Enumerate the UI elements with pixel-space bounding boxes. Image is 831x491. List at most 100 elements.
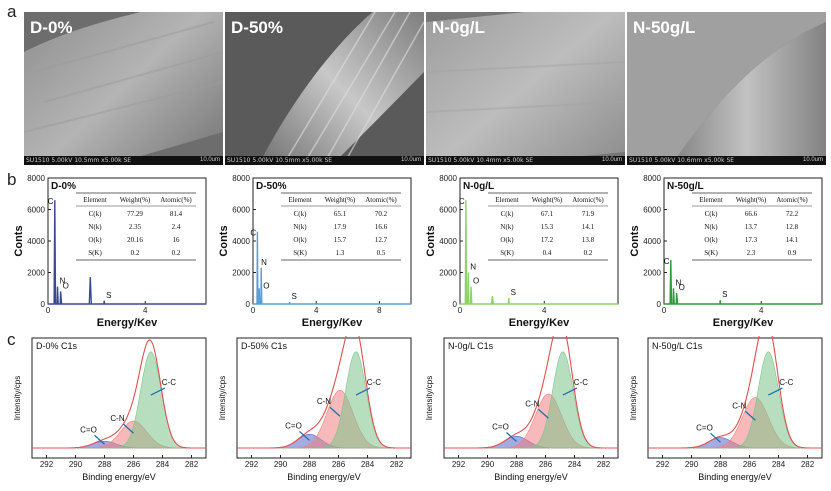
panel-label-c: c (7, 330, 16, 349)
table-cell: 2.3 (747, 249, 756, 257)
table-cell: 12.7 (375, 236, 388, 244)
x-tick-label: 286 (127, 460, 141, 469)
component-peak-c-n (32, 420, 206, 449)
peak-label-o: O (63, 281, 69, 290)
chart-title: D-50% C1s (241, 341, 288, 351)
table-header: Weight(%) (325, 196, 356, 204)
y-tick-label: 0 (41, 300, 46, 309)
component-label: C=O (285, 421, 302, 430)
peak-label-c: C (664, 257, 670, 266)
y-axis-label: Intensity/cps (629, 376, 638, 420)
table-header: Weight(%) (736, 196, 767, 204)
table-cell: 65.1 (334, 210, 347, 218)
x-tick-label: 292 (656, 460, 670, 469)
sem-fiber-texture (627, 12, 826, 165)
sem-footer: SU1510 5.00kV 10.5mm x5.00k SE (227, 157, 333, 164)
table-cell: 15.3 (541, 223, 554, 231)
sem-info-bar (225, 156, 424, 165)
table-cell: 16.6 (375, 223, 388, 231)
envelope-curve (444, 336, 618, 449)
plot-frame (236, 337, 412, 459)
y-tick-label: 2000 (232, 269, 250, 278)
sem-scale: 10.0um (601, 157, 622, 163)
peak-label-s: S (291, 292, 296, 301)
x-tick-label: 284 (772, 460, 786, 469)
table-cell: O(k) (293, 236, 307, 244)
peak-label-s: S (722, 290, 727, 299)
component-arrow (562, 387, 578, 396)
y-tick-label: 4000 (232, 237, 250, 246)
y-tick-label: 4000 (439, 237, 457, 246)
eds-chart-d50: 0 2000 4000 6000 8000 0 4 8 Energy/Kev Conts D-50%… (218, 174, 412, 329)
panel-label-a: a (7, 2, 17, 21)
y-tick-label: 6000 (643, 206, 661, 215)
x-tick-label: 282 (390, 460, 404, 469)
sem-info-bar (627, 156, 826, 165)
x-tick-label: 0 (46, 306, 51, 315)
envelope-curve (32, 339, 206, 449)
y-axis-label: Conts (218, 225, 230, 256)
y-axis-label: Intensity/cps (218, 376, 227, 420)
table-cell: 70.2 (375, 210, 388, 218)
y-tick-label: 6000 (232, 206, 250, 215)
table-cell: 2.35 (129, 223, 142, 231)
x-tick-label: 282 (801, 460, 815, 469)
table-header: Element (699, 196, 722, 204)
table-header: Atomic(%) (572, 196, 604, 204)
table-cell: N(k) (704, 223, 718, 231)
table-cell: 0.2 (172, 249, 181, 257)
envelope-curve (648, 336, 822, 449)
x-tick-label: 288 (510, 460, 524, 469)
x-axis-label: Energy/Kev (713, 317, 774, 329)
table-cell: 15.7 (334, 236, 347, 244)
sem-fiber-texture (426, 12, 625, 165)
sem-label: D-50% (231, 18, 283, 37)
component-arrow (710, 432, 721, 443)
x-tick-label: 0 (662, 306, 667, 315)
sem-label: N-50g/L (633, 18, 696, 37)
x-tick-label: 4 (314, 306, 319, 315)
chart-title: N-0g/L C1s (448, 341, 494, 351)
table-cell: S(K) (704, 249, 718, 257)
component-arrow (150, 387, 166, 396)
x-axis-label: Energy/Kev (97, 317, 158, 329)
sem-image-n50: N-50g/L SU1510 5.00kV 10.6mm x5.00k SE 1… (627, 12, 826, 165)
sem-label: N-0g/L (432, 18, 485, 37)
y-tick-label: 2000 (27, 269, 45, 278)
component-label: C-C (367, 378, 381, 387)
component-label: C-N (317, 397, 331, 406)
table-cell: 13.8 (582, 236, 595, 244)
y-tick-label: 6000 (439, 206, 457, 215)
table-header: Atomic(%) (365, 196, 397, 204)
chart-title: N-0g/L (463, 181, 494, 192)
y-tick-label: 2000 (439, 269, 457, 278)
sem-info-bar (24, 156, 223, 165)
x-tick-label: 288 (98, 460, 112, 469)
component-label: C-C (779, 378, 793, 387)
sem-scale: 10.0um (199, 157, 220, 163)
xps-chart-d50: 292 290 288 286 284 282 Binding energy/eV Inten… (218, 336, 412, 482)
sem-fiber-texture (24, 12, 223, 165)
x-tick-label: 4 (143, 306, 148, 315)
xps-chart-n50: 292 290 288 286 284 282 Binding energy/eV Inten… (629, 336, 823, 482)
table-cell: S(K) (293, 249, 307, 257)
chart-title: N-50g/L (667, 181, 704, 192)
table-cell: 0.9 (788, 249, 797, 257)
peak-label-n: N (261, 258, 267, 267)
x-tick-label: 290 (274, 460, 288, 469)
composition-table: Element Weight(%) Atomic(%) C(k) 77.29 81.4 N(… (76, 192, 196, 261)
y-axis-label: Intensity/cps (425, 376, 434, 420)
sem-footer: SU1510 5.00kV 10.6mm x5.00k SE (629, 157, 735, 164)
x-tick-label: 288 (303, 460, 317, 469)
component-arrow (744, 410, 756, 421)
spectrum-line (48, 200, 206, 305)
table-header: Element (288, 196, 311, 204)
component-arrow (123, 423, 134, 434)
table-header: Atomic(%) (160, 196, 192, 204)
x-tick-label: 286 (332, 460, 346, 469)
composition-table: Element Weight(%) Atomic(%) C(k) 67.1 71.9 N(k… (488, 192, 608, 261)
eds-chart-d0: 0 2000 4000 6000 8000 0 4 Energy/Kev Conts D-0% C N… (13, 174, 207, 329)
component-label: C-N (732, 401, 746, 410)
table-cell: C(k) (294, 210, 308, 218)
component-arrow (768, 387, 783, 396)
